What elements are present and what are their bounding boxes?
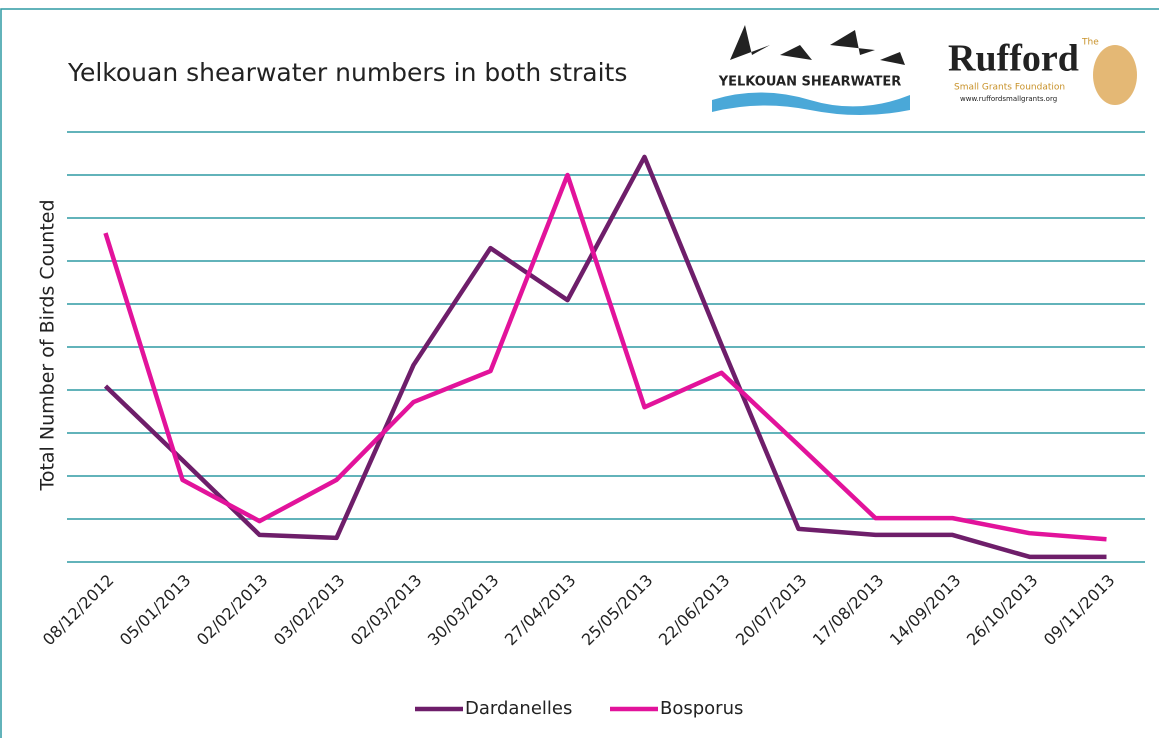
x-tick-label: 26/10/2013 <box>963 571 1042 650</box>
legend-label: Dardanelles <box>465 698 572 719</box>
x-tick-label: 17/08/2013 <box>809 571 888 650</box>
x-tick-label: 30/03/2013 <box>424 571 503 650</box>
tiger-icon <box>1093 45 1137 105</box>
logo-text: YELKOUAN SHEARWATER <box>718 75 902 90</box>
bird-icons <box>730 25 905 65</box>
logo-text: Rufford <box>948 38 1079 80</box>
chart-title: Yelkouan shearwater numbers in both stra… <box>67 58 627 87</box>
x-tick-label: 02/03/2013 <box>347 571 426 650</box>
x-tick-label: 22/06/2013 <box>655 571 734 650</box>
logo-text: Small Grants Foundation <box>954 83 1065 93</box>
yelkouan-logo: YELKOUAN SHEARWATER <box>712 25 910 115</box>
x-tick-label: 08/12/2012 <box>39 571 118 650</box>
x-tick-label: 27/04/2013 <box>501 571 580 650</box>
frame <box>0 8 1159 742</box>
logo-text: The <box>1081 38 1099 48</box>
x-tick-label: 05/01/2013 <box>116 571 195 650</box>
logo-text: www.ruffordsmallgrants.org <box>960 95 1057 103</box>
x-tick-label: 20/07/2013 <box>732 571 811 650</box>
legend-label: Bosporus <box>660 698 743 719</box>
x-tick-label: 09/11/2013 <box>1040 571 1119 650</box>
rufford-logo: The Rufford Small Grants Foundation www.… <box>948 38 1137 105</box>
x-tick-label: 14/09/2013 <box>886 571 965 650</box>
series-line <box>103 154 1107 560</box>
x-tick-label: 02/02/2013 <box>193 571 272 650</box>
y-axis-label: Total Number of Birds Counted <box>37 199 59 491</box>
x-tick-label: 03/02/2013 <box>270 571 349 650</box>
x-tick-label: 25/05/2013 <box>578 571 657 650</box>
wave <box>712 92 910 115</box>
series-line <box>103 172 1107 542</box>
